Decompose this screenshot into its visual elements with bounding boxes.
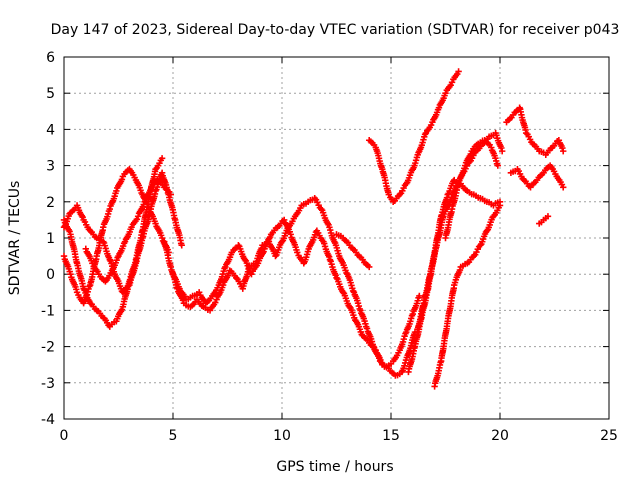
data-series [536,213,552,227]
data-point [178,242,185,249]
data-point [241,256,249,263]
data-point [560,184,567,191]
x-tick-label: 5 [169,428,178,444]
data-point [483,227,491,234]
data-point [339,289,347,296]
chart-title: Day 147 of 2023, Sidereal Day-to-day VTE… [51,22,620,38]
data-series [507,162,567,191]
y-tick-label: 3 [46,159,55,175]
data-point [141,198,148,205]
data-point [294,249,301,256]
data-point [456,266,464,274]
data-point [133,216,141,223]
data-point [113,187,120,195]
x-tick-label: 20 [491,428,509,444]
x-tick-label: 0 [60,428,69,444]
data-point [467,150,474,158]
data-point [60,223,68,231]
y-tick-label: 6 [46,50,55,66]
data-series [169,216,419,379]
data-point [195,289,203,296]
y-tick-label: -1 [41,303,55,319]
data-point [67,271,74,278]
data-point [212,299,219,306]
y-tick-label: 4 [46,122,55,138]
data-point [167,191,175,198]
x-tick-label: 25 [600,428,618,444]
data-point [343,269,350,277]
data-point [496,202,504,209]
data-point [455,68,462,75]
data-point [235,242,242,249]
grid [64,57,609,419]
data-point [113,274,120,282]
data-point [396,191,403,198]
data-point [366,263,373,271]
data-point [498,144,505,152]
data-point [318,205,325,213]
data-point [494,162,502,169]
y-tick-label: -2 [41,340,55,356]
data-point [287,231,294,238]
y-tick-label: 0 [46,267,55,283]
y-tick-label: 5 [46,86,55,102]
data-point [333,274,340,282]
data-series [60,155,166,330]
data-point [346,303,353,310]
data-point [100,223,107,231]
data-point [448,79,456,86]
y-tick-label: 2 [46,195,55,211]
x-tick-label: 10 [273,428,291,444]
data-point [278,238,286,245]
data-point [455,180,462,187]
axis-ticks: 0 5 10 15 20 25 -4 -3 -2 -1 0 1 2 3 4 5 6 [41,50,618,444]
data-point [118,176,126,183]
data-point [442,90,449,97]
data-series [366,68,462,205]
data-series [161,194,423,370]
data-point [559,144,566,152]
data-point [560,147,567,155]
y-tick-label: 1 [46,231,55,247]
data-point [363,325,371,332]
data-point [522,129,530,137]
data-point [272,252,279,260]
data-point [89,260,96,267]
y-tick-label: -4 [41,412,55,428]
data-point [158,234,166,242]
y-tick-label: -3 [41,376,55,392]
data-point [60,252,68,260]
data-point [158,155,166,162]
data-point [544,213,552,220]
data-series [82,176,175,285]
data-points [60,68,567,390]
data-series [503,104,567,158]
data-point [477,242,484,249]
data-point [134,213,142,220]
data-series [442,137,502,242]
data-point [403,180,410,187]
y-axis-title: SDTVAR / TECUs [7,181,23,296]
data-point [248,271,255,278]
x-axis-title: GPS time / hours [276,459,393,475]
data-point [181,293,188,300]
data-series [333,231,373,271]
data-series [431,202,504,390]
data-point [106,205,113,213]
data-point [416,292,423,300]
data-point [498,147,506,155]
x-tick-label: 15 [382,428,400,444]
